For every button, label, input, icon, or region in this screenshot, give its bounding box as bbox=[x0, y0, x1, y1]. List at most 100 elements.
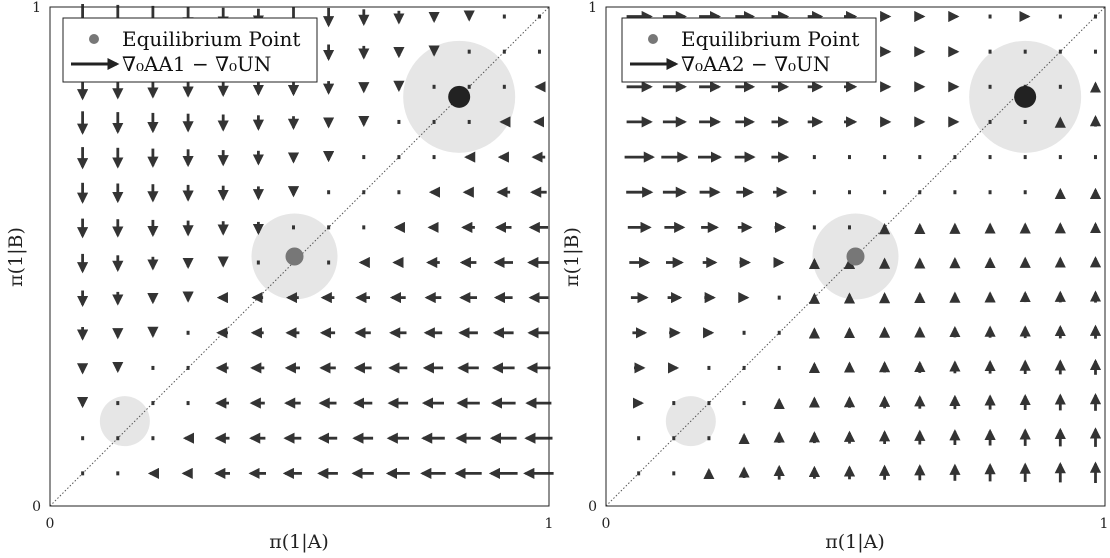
left-field-arrow bbox=[432, 155, 436, 160]
left-field-arrow bbox=[81, 436, 85, 441]
left-field-arrow bbox=[116, 471, 120, 476]
right-field-arrow bbox=[707, 401, 711, 406]
right-field-arrow bbox=[742, 401, 746, 406]
right-ytick-1: 1 bbox=[588, 0, 597, 16]
left-field-arrow bbox=[432, 84, 436, 89]
left-field-arrow bbox=[502, 84, 506, 89]
right-field-arrow bbox=[707, 365, 711, 370]
right-equilibrium-point-1 bbox=[846, 247, 865, 266]
right-field-arrow bbox=[847, 190, 851, 195]
left-field-arrow bbox=[151, 401, 155, 406]
left-field-arrow bbox=[186, 401, 190, 406]
left-equilibrium-point-2 bbox=[448, 85, 471, 108]
right-field-arrow bbox=[988, 155, 992, 160]
right-xtick-1: 1 bbox=[1100, 516, 1109, 532]
left-field-arrow bbox=[467, 119, 471, 124]
left-field-arrow bbox=[467, 84, 471, 89]
left-field-arrow bbox=[537, 14, 541, 19]
right-legend: Equilibrium Point ∇₀AA2 − ∇₀UN bbox=[621, 17, 877, 83]
left-x-axis-label: π(1|A) bbox=[269, 531, 329, 553]
right-field-arrow bbox=[1093, 49, 1097, 54]
right-xtick-0: 0 bbox=[602, 516, 611, 532]
left-xtick-0: 0 bbox=[46, 516, 55, 532]
left-field-arrow bbox=[81, 471, 85, 476]
left-field-arrow bbox=[432, 119, 436, 124]
right-field-arrow bbox=[812, 190, 816, 195]
right-field-arrow bbox=[1058, 155, 1062, 160]
right-field-arrow bbox=[883, 155, 887, 160]
right-axes-frame bbox=[605, 6, 1106, 507]
left-field-arrow bbox=[327, 225, 331, 230]
left-field-arrow bbox=[362, 225, 366, 230]
left-y-axis-label: π(1|B) bbox=[5, 227, 27, 287]
right-field-arrow bbox=[672, 436, 676, 441]
left-field-arrow bbox=[537, 49, 541, 54]
right-field-arrow bbox=[777, 330, 781, 335]
left-field-arrow bbox=[151, 436, 155, 441]
right-field-arrow bbox=[637, 436, 641, 441]
right-legend-label-equilibrium: Equilibrium Point bbox=[681, 27, 859, 51]
right-equilibrium-point-2 bbox=[1014, 85, 1037, 108]
right-field-arrow bbox=[812, 155, 816, 160]
right-field-arrow bbox=[988, 49, 992, 54]
left-field-arrow bbox=[362, 190, 366, 195]
right-field-arrow bbox=[742, 365, 746, 370]
right-field-arrow bbox=[883, 190, 887, 195]
right-y-axis-label: π(1|B) bbox=[561, 227, 583, 287]
right-field-arrow bbox=[1093, 155, 1097, 160]
left-ytick-0: 0 bbox=[32, 499, 41, 515]
right-field-arrow bbox=[847, 155, 851, 160]
left-equilibrium-basin-0 bbox=[99, 396, 150, 447]
left-legend-box bbox=[62, 17, 318, 83]
left-marker-layer bbox=[285, 85, 471, 266]
right-field-arrow bbox=[637, 471, 641, 476]
right-field-arrow bbox=[1023, 190, 1027, 195]
left-field-arrow bbox=[186, 330, 190, 335]
right-field-arrow bbox=[988, 190, 992, 195]
left-field-arrow bbox=[256, 260, 260, 265]
left-field-arrow bbox=[397, 119, 401, 124]
right-field-arrow bbox=[1023, 119, 1027, 124]
left-field-arrow bbox=[116, 401, 120, 406]
left-field-arrow bbox=[467, 49, 471, 54]
left-field-arrow bbox=[327, 190, 331, 195]
right-field-arrow bbox=[1023, 155, 1027, 160]
right-field-arrow bbox=[742, 330, 746, 335]
left-field-arrow bbox=[291, 225, 295, 230]
right-field-arrow bbox=[988, 14, 992, 19]
left-legend-point-icon bbox=[89, 34, 99, 44]
left-field-arrow bbox=[362, 155, 366, 160]
left-field-arrow bbox=[327, 260, 331, 265]
right-field-arrow bbox=[707, 436, 711, 441]
left-field-arrow bbox=[116, 436, 120, 441]
right-field-arrow bbox=[672, 471, 676, 476]
right-field-arrow bbox=[1093, 14, 1097, 19]
left-equilibrium-point-1 bbox=[285, 247, 304, 266]
left-xtick-1: 1 bbox=[545, 516, 554, 532]
right-field-arrow bbox=[1023, 49, 1027, 54]
left-legend: Equilibrium Point ∇₀AA1 − ∇₀UN bbox=[62, 17, 318, 83]
left-legend-label-gradient: ∇₀AA1 − ∇₀UN bbox=[122, 52, 271, 76]
right-field-arrow bbox=[672, 401, 676, 406]
left-field-arrow bbox=[502, 49, 506, 54]
left-field-arrow bbox=[397, 190, 401, 195]
left-field-arrow bbox=[502, 14, 506, 19]
left-legend-label-equilibrium: Equilibrium Point bbox=[122, 27, 300, 51]
left-field-arrow bbox=[186, 365, 190, 370]
right-x-axis-label: π(1|A) bbox=[825, 531, 885, 553]
right-field-arrow bbox=[918, 155, 922, 160]
right-field-arrow bbox=[812, 225, 816, 230]
left-axes-frame bbox=[49, 6, 550, 507]
right-field-arrow bbox=[847, 225, 851, 230]
right-field-arrow bbox=[988, 84, 992, 89]
right-panel: 0 1 0 1 π(1|A) π(1|B) Equilibrium Point … bbox=[561, 0, 1108, 553]
right-field-arrow bbox=[988, 119, 992, 124]
right-ytick-0: 0 bbox=[588, 499, 597, 515]
left-ytick-1: 1 bbox=[32, 0, 41, 16]
right-field-arrow bbox=[953, 155, 957, 160]
right-field-arrow bbox=[777, 295, 781, 300]
left-panel: 0 1 0 1 π(1|A) π(1|B) Equilibrium Point … bbox=[5, 0, 554, 553]
right-field-arrow bbox=[777, 365, 781, 370]
right-legend-label-gradient: ∇₀AA2 − ∇₀UN bbox=[681, 52, 830, 76]
right-field-arrow bbox=[1058, 14, 1062, 19]
